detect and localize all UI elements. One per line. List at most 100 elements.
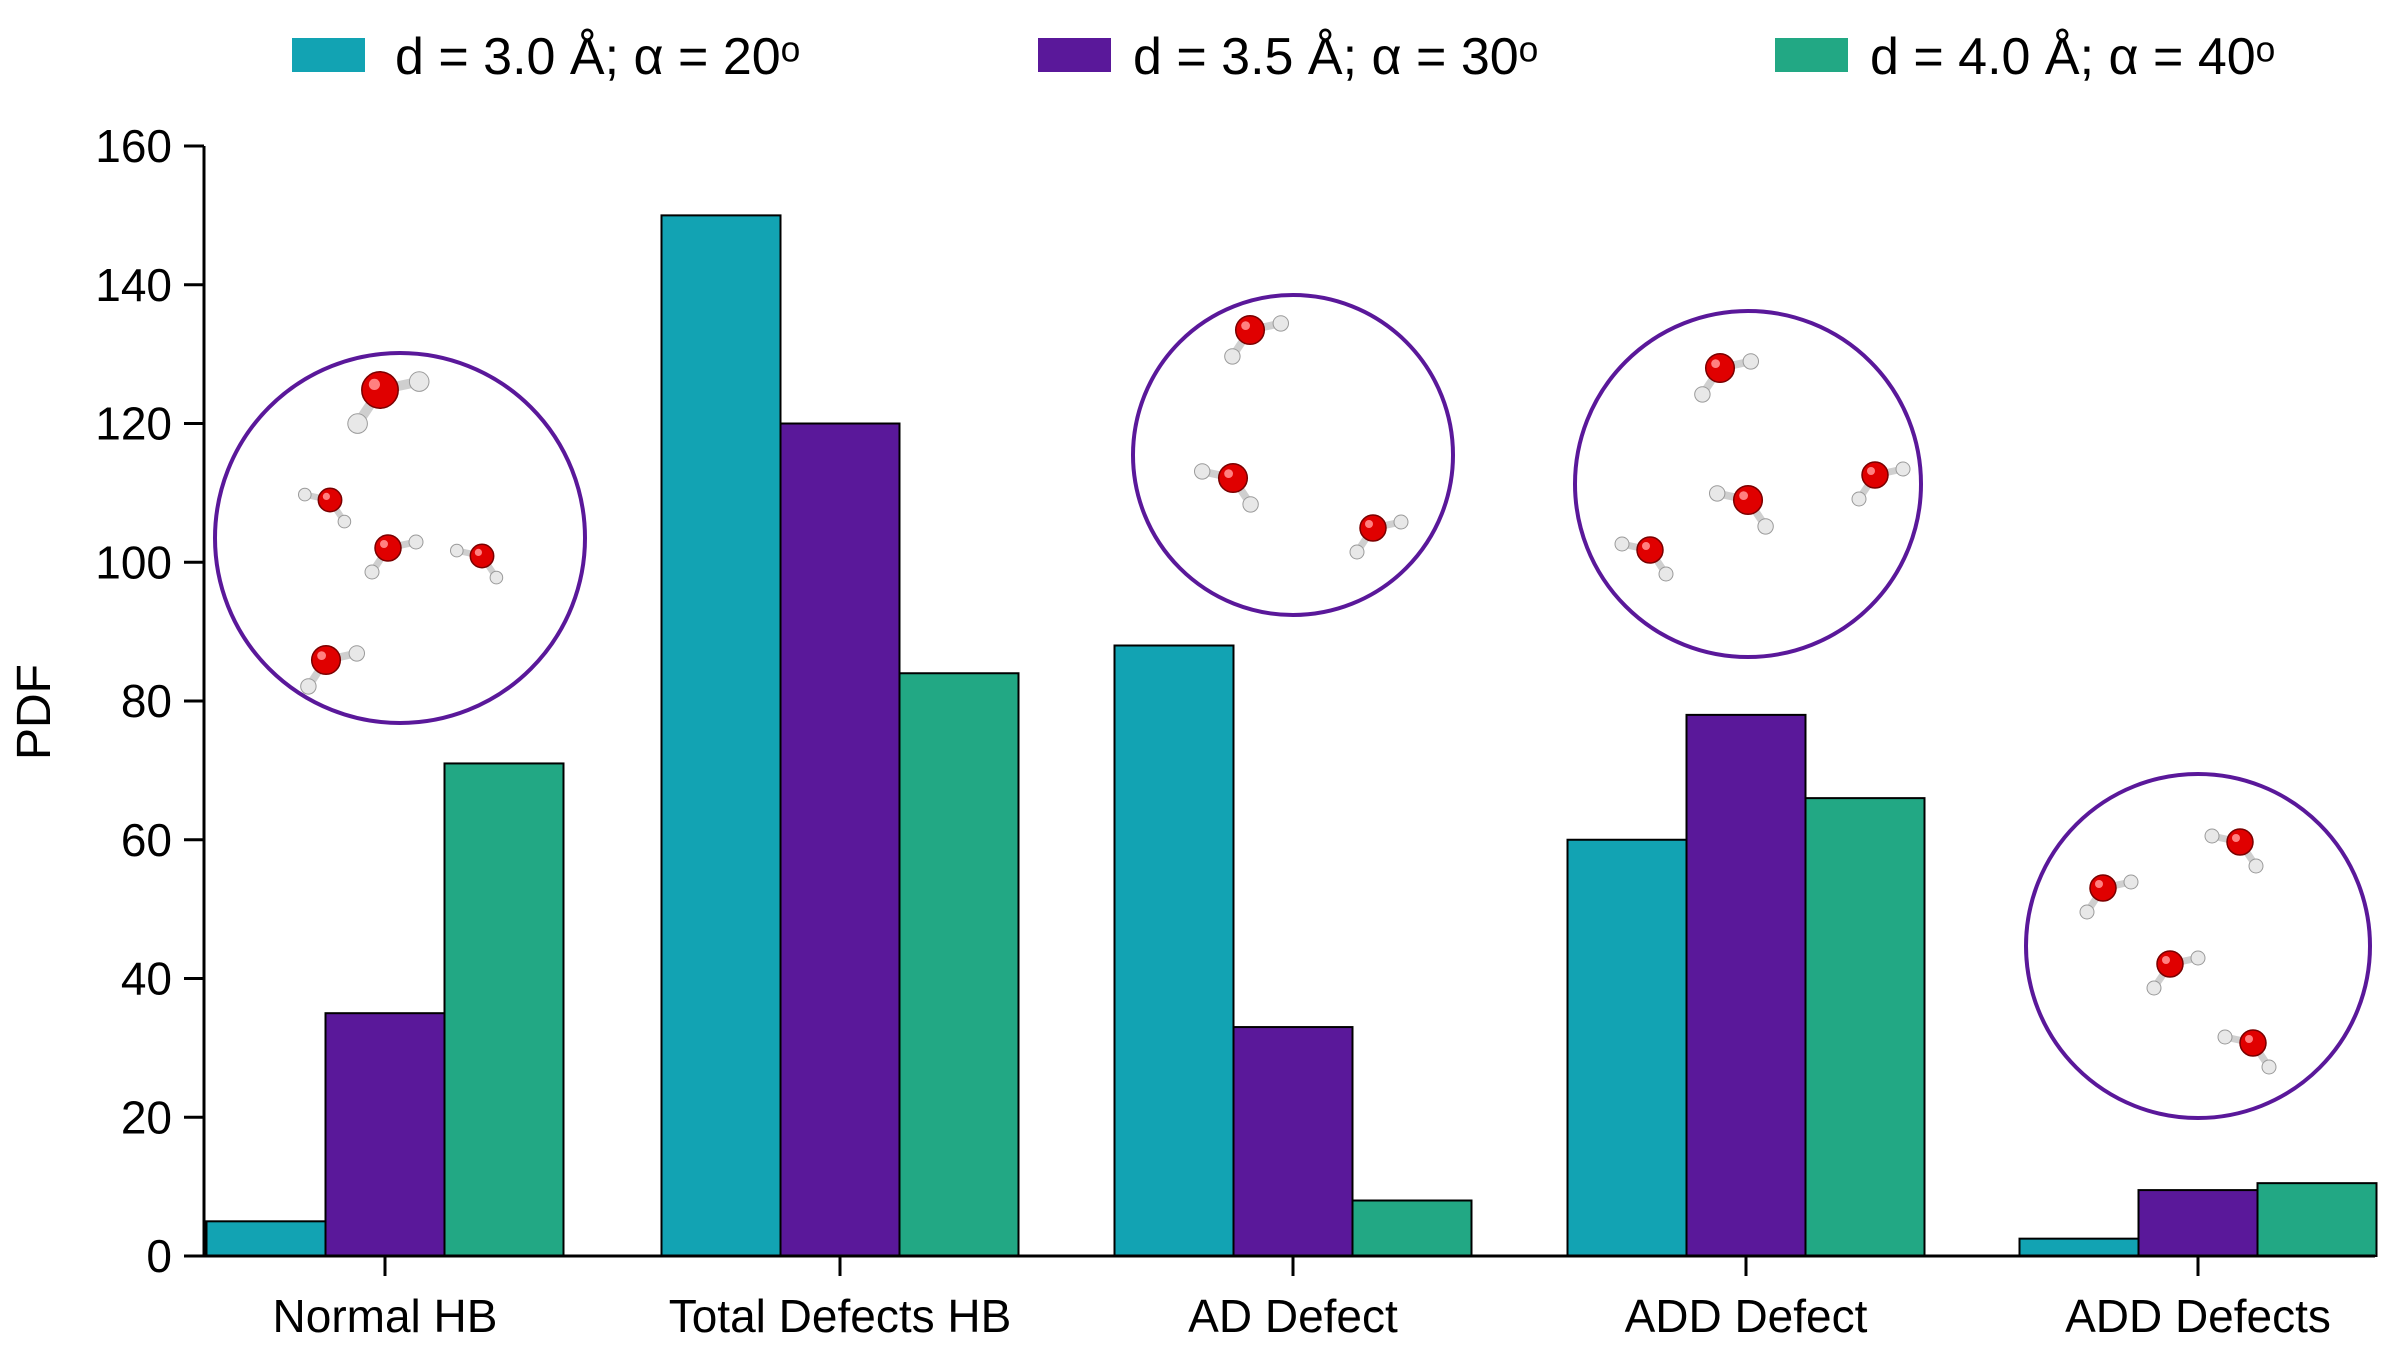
hydrogen-atom: [408, 371, 430, 392]
bar-0-series-2: [443, 762, 565, 1257]
hydrogen-atom: [1614, 536, 1630, 552]
atom-highlight: [2232, 834, 2240, 842]
x-tick-label: AD Defect: [1188, 1290, 1398, 1342]
bar-1-series-2: [898, 672, 1020, 1257]
atom-highlight: [322, 492, 330, 500]
atom-highlight: [368, 378, 380, 390]
hydrogen-atom: [450, 543, 464, 558]
y-tick-label: 20: [121, 1091, 172, 1143]
water-cluster-icon: [1131, 293, 1455, 617]
oxygen-atom: [2239, 1029, 2267, 1057]
hydrogen-atom: [1895, 461, 1911, 477]
legend-swatch-series-0: [292, 38, 365, 72]
bar-4-series-1: [2137, 1189, 2259, 1257]
hydrogen-atom: [2204, 828, 2220, 844]
legend: d = 3.0 Å; α = 20ᵒ d = 3.5 Å; α = 30ᵒ d …: [292, 28, 2275, 86]
x-axis-ticks: Normal HB Total Defects HB AD Defect ADD De…: [273, 1256, 2331, 1342]
bar-2-series-0: [1113, 644, 1235, 1257]
water-cluster-icon: [1573, 309, 1923, 659]
legend-swatch-series-1: [1038, 38, 1111, 72]
atom-highlight: [1867, 467, 1875, 475]
y-tick-label: 0: [146, 1230, 172, 1282]
oxygen-atom: [1636, 536, 1664, 564]
oxygen-atom: [1704, 352, 1736, 384]
y-tick-label: 80: [121, 675, 172, 727]
bar-3-series-0: [1566, 838, 1688, 1257]
hydrogen-atom: [2146, 980, 2162, 996]
y-tick-label: 160: [95, 120, 172, 172]
hydrogen-atom: [348, 645, 365, 662]
atom-highlight: [1739, 491, 1748, 500]
y-tick-label: 100: [95, 536, 172, 588]
hydrogen-atom: [1242, 496, 1259, 513]
inset-circle: [1131, 293, 1455, 617]
legend-label-series-2: d = 4.0 Å; α = 40ᵒ: [1870, 28, 2275, 86]
x-tick-label: Normal HB: [273, 1290, 498, 1342]
bar-3-series-2: [1804, 797, 1926, 1257]
bar-4-series-0: [2018, 1237, 2140, 1257]
water-cluster-icon: [2024, 772, 2372, 1120]
hydrogen-atom: [2190, 950, 2206, 966]
hydrogen-atom: [1194, 463, 1211, 480]
hydrogen-atom: [1851, 491, 1867, 507]
oxygen-atom: [1359, 514, 1387, 542]
bar-4-series-2: [2256, 1182, 2378, 1257]
inset-circle: [213, 351, 587, 725]
y-tick-label: 40: [121, 953, 172, 1005]
bar-2-series-2: [1351, 1199, 1473, 1257]
water-cluster-icon: [213, 351, 587, 725]
hydrogen-atom: [364, 564, 380, 580]
atom-highlight: [1642, 542, 1650, 550]
y-tick-label: 140: [95, 259, 172, 311]
oxygen-atom: [374, 534, 402, 562]
insets: [213, 293, 2372, 1120]
atom-highlight: [1241, 321, 1250, 330]
atom-highlight: [474, 548, 482, 557]
hydrogen-atom: [489, 570, 504, 585]
atom-highlight: [1711, 359, 1720, 368]
hydrogen-atom: [1224, 348, 1241, 365]
legend-swatch-series-2: [1775, 38, 1848, 72]
hydrogen-atom: [298, 487, 312, 502]
bar-1-series-0: [660, 214, 782, 1257]
bars: [205, 214, 2378, 1257]
atom-highlight: [2095, 880, 2103, 888]
oxygen-atom: [2156, 950, 2184, 978]
bar-0-series-1: [324, 1012, 446, 1257]
hydrogen-atom: [1742, 353, 1760, 370]
oxygen-atom: [310, 644, 342, 676]
atom-highlight: [1224, 469, 1233, 478]
atom-highlight: [1365, 520, 1373, 528]
hydrogen-atom: [1694, 386, 1711, 403]
inset-circle: [2024, 772, 2372, 1120]
hydrogen-atom: [300, 678, 317, 695]
oxygen-atom: [2226, 828, 2254, 856]
oxygen-atom: [469, 543, 495, 569]
legend-label-series-0: d = 3.0 Å; α = 20ᵒ: [395, 28, 800, 86]
bar-2-series-1: [1232, 1026, 1354, 1257]
hydrogen-atom: [337, 514, 352, 529]
bar-1-series-1: [779, 422, 901, 1257]
x-tick-label: ADD Defect: [1625, 1290, 1868, 1342]
atom-highlight: [2162, 956, 2170, 964]
hydrogen-atom: [1709, 485, 1726, 502]
hydrogen-atom: [1349, 544, 1365, 560]
atom-highlight: [380, 540, 388, 548]
hydrogen-atom: [2079, 904, 2095, 920]
hydrogen-atom: [2261, 1059, 2277, 1075]
oxygen-atom: [2089, 874, 2117, 902]
oxygen-atom: [317, 487, 343, 513]
oxygen-atom: [1234, 314, 1266, 346]
x-tick-label: ADD Defects: [2065, 1290, 2331, 1342]
hydrogen-atom: [347, 413, 368, 434]
y-axis-ticks: 0 20 40 60 80 100 120 140 160: [95, 120, 204, 1282]
oxygen-atom: [1861, 461, 1889, 489]
hydrogen-atom: [2123, 874, 2139, 890]
oxygen-atom: [1217, 462, 1249, 494]
atom-highlight: [2245, 1035, 2253, 1043]
hydrogen-atom: [2248, 858, 2264, 874]
hydrogen-atom: [1658, 566, 1674, 582]
hydrogen-atom: [408, 534, 424, 550]
oxygen-atom: [1732, 484, 1764, 516]
